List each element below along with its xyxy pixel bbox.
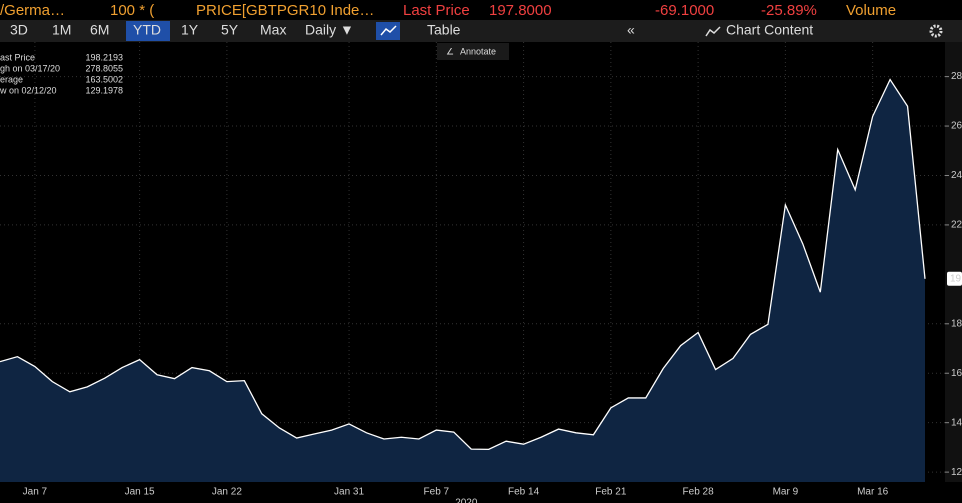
chart-content-icon [705, 26, 721, 37]
toolbar-button[interactable]: Max [260, 22, 286, 38]
y-tick-label: 28 [951, 71, 962, 82]
header-item: Last Price [403, 2, 470, 19]
x-tick-label: Feb 14 [508, 487, 540, 498]
x-tick-label: Feb 21 [595, 487, 627, 498]
legend-value: 198.2193 [85, 52, 123, 62]
area [0, 79, 925, 483]
toolbar-button[interactable]: 3D [10, 22, 28, 38]
x-tick-label: Jan 7 [23, 487, 48, 498]
settings-gear[interactable] [929, 24, 943, 38]
header-item: 100 * ( [110, 2, 154, 19]
legend-value: 129.1978 [85, 85, 123, 95]
header-item: Volume [846, 2, 896, 19]
annotate[interactable]: Annotate [460, 46, 496, 56]
header-item: 197.8000 [489, 2, 552, 19]
header-item: PRICE[GBTPGR10 Inde… [196, 2, 374, 19]
annotate-bg[interactable] [437, 43, 509, 60]
x-tick-label: Feb 28 [683, 487, 715, 498]
header-item: -25.89% [761, 2, 817, 19]
y-tick-label: 24 [951, 170, 962, 181]
y-tick-label: 14 [951, 417, 962, 428]
x-tick-label: Jan 22 [212, 487, 242, 498]
toolbar-button[interactable]: YTD [133, 22, 161, 38]
toolbar-button[interactable]: 1Y [181, 22, 199, 38]
plot: 12 14 16 18 22 24 26 28 Jan 7 Jan 15 Jan 22 Jan 31 F… [0, 42, 962, 503]
toolbar-button[interactable]: 1M [52, 22, 71, 38]
y-tick-label: 12 [951, 467, 962, 478]
y-tick-label: 16 [951, 368, 962, 379]
legend-value: 163.5002 [85, 74, 123, 84]
toolbar [0, 20, 962, 42]
price-line [0, 78, 926, 451]
header-bar [0, 0, 962, 20]
legend-label: w on 02/12/20 [0, 85, 57, 95]
legend-label: gh on 03/17/20 [0, 63, 60, 73]
last-price-label: 19 [950, 273, 962, 284]
last-price-marker [947, 271, 962, 286]
y-axis-panel [945, 42, 962, 482]
x-tick-label: Jan 15 [125, 487, 155, 498]
toolbar-button[interactable]: 5Y [221, 22, 239, 38]
active-button-bg [126, 21, 170, 41]
toolbar-button[interactable]: 6M [90, 22, 109, 38]
y-tick-label: 18 [951, 318, 962, 329]
annotate-icon: ∠ [446, 46, 454, 56]
x-tick-label: Mar 9 [773, 487, 799, 498]
toolbar-button[interactable]: Table [427, 22, 461, 38]
y-tick-label: 22 [951, 220, 962, 231]
header-item: /Germa… [0, 2, 65, 19]
toolbar-button[interactable]: « [627, 22, 635, 38]
legend-label: ast Price [0, 52, 35, 62]
x-tick-label: Feb 7 [424, 487, 450, 498]
y-tick-label: 26 [951, 121, 962, 132]
x-tick-label: Jan 31 [334, 487, 364, 498]
year-label: 2020 [455, 498, 478, 503]
x-tick-label: Mar 16 [857, 487, 889, 498]
chart-type-icon[interactable] [380, 25, 397, 36]
legend-value: 278.8055 [85, 63, 123, 73]
toolbar-button[interactable]: Daily ▼ [305, 22, 354, 38]
legend-label: erage [0, 74, 23, 84]
toolbar-button[interactable]: Chart Content [726, 22, 813, 38]
header-item: -69.1000 [655, 2, 714, 19]
